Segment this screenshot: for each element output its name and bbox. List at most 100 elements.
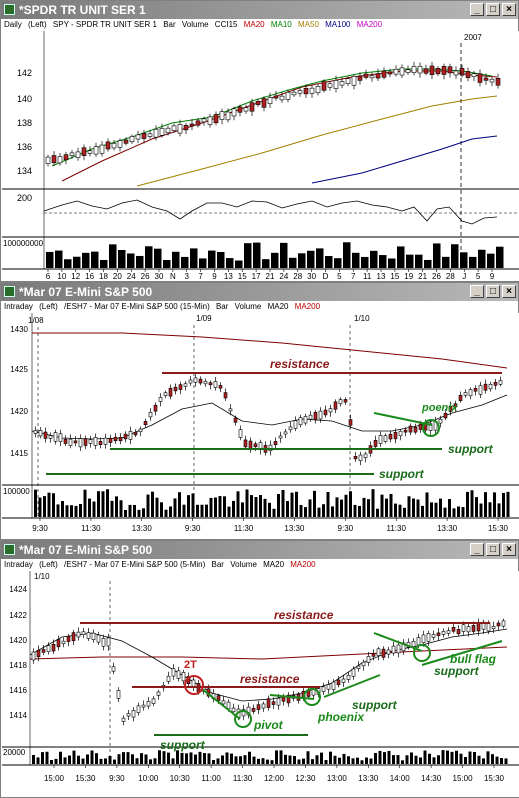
volume-bar <box>149 759 152 764</box>
price-bar <box>371 653 376 657</box>
volume-bar <box>326 492 330 517</box>
volume-bar <box>410 752 413 764</box>
volume-bar <box>475 497 478 517</box>
volume-bar <box>61 501 64 517</box>
volume-bar <box>146 494 150 517</box>
volume-tick: 20000 <box>3 748 26 757</box>
phoenix-label: phoenix <box>317 710 365 724</box>
x-tick-label: 20 <box>113 272 122 281</box>
volume-bar <box>376 508 379 517</box>
price-bar <box>249 102 255 112</box>
price-bar <box>403 429 408 433</box>
volume-bar <box>304 507 307 517</box>
price-bar <box>165 127 171 134</box>
volume-bar <box>221 755 224 764</box>
price-bar <box>243 107 249 112</box>
volume-bar <box>308 499 312 517</box>
price-bar <box>255 100 261 105</box>
volume-bar <box>232 500 235 517</box>
maximize-button[interactable]: □ <box>486 285 500 298</box>
x-tick-label: 28 <box>446 272 455 281</box>
price-bar <box>133 431 138 436</box>
price-bar <box>323 409 328 416</box>
volume-bar <box>97 491 100 517</box>
price-bar <box>193 377 198 383</box>
volume-bar <box>452 508 456 517</box>
price-bar <box>331 681 336 690</box>
price-bar <box>195 120 201 126</box>
x-axis: 6 10 12 16 18 20 24 26 30 N 3 7 9 13 15 17 21 24 28 30 D 5 7 11… <box>46 269 495 281</box>
volume-bar <box>153 758 157 764</box>
phoenix-circle <box>303 688 321 706</box>
volume-bar <box>320 752 323 764</box>
es15-chart-canvas[interactable]: 1/08 1/09 1/10 1430 1425 1420 1415 10000… <box>1 313 519 539</box>
minimize-button[interactable]: _ <box>470 543 484 556</box>
close-button[interactable]: × <box>502 285 516 298</box>
price-bar <box>123 139 129 144</box>
volume-bar <box>437 755 440 764</box>
volume-bar <box>236 491 240 517</box>
date-label: 1/09 <box>196 314 212 323</box>
price-bar <box>129 136 135 143</box>
price-bar <box>383 435 388 442</box>
chart-info-bar: Daily (Left) SPY - SPDR TR UNIT SER 1 Ba… <box>1 19 518 31</box>
price-bar <box>363 73 369 78</box>
price-bar <box>158 397 163 402</box>
price-bar <box>375 73 381 79</box>
volume-bar <box>380 494 384 517</box>
support-label: support <box>352 698 398 712</box>
volume-bar <box>185 753 188 764</box>
minimize-button[interactable]: _ <box>470 3 484 16</box>
y-tick: 1418 <box>9 661 27 670</box>
title-bar[interactable]: *SPDR TR UNIT SER 1 _ □ × <box>1 1 518 19</box>
x-tick-label: 3 <box>185 272 190 281</box>
x-tick-label: 9:30 <box>109 774 125 783</box>
volume-bar <box>349 491 352 517</box>
price-bar <box>173 386 178 392</box>
spy-chart-canvas[interactable]: 142 140 138 136 134 200 100000000 2007 6… <box>1 31 519 281</box>
x-tick-label: 9:30 <box>185 524 201 533</box>
two-top-circle <box>184 675 204 695</box>
price-bar <box>86 632 91 639</box>
price-bar <box>459 67 465 76</box>
price-bar <box>271 701 276 705</box>
title-bar[interactable]: *Mar 07 E-Mini S&P 500 _ □ × <box>1 541 518 559</box>
close-button[interactable]: × <box>502 3 516 16</box>
price-bar <box>58 433 63 442</box>
maximize-button[interactable]: □ <box>486 3 500 16</box>
info-item: Volume <box>234 302 262 311</box>
volume-bar <box>387 750 391 764</box>
price-bar <box>408 425 413 433</box>
price-bar <box>117 140 123 148</box>
title-bar[interactable]: *Mar 07 E-Mini S&P 500 _ □ × <box>1 283 518 301</box>
price-bar <box>135 134 141 140</box>
price-bars <box>31 618 506 726</box>
minimize-button[interactable]: _ <box>470 285 484 298</box>
volume-bar <box>459 753 463 764</box>
volume-tick: 100000000 <box>3 239 44 248</box>
volume-bar <box>239 756 242 764</box>
info-item: (Left) <box>39 560 58 569</box>
price-bar <box>267 97 273 105</box>
x-tick-label: 15:00 <box>44 774 65 783</box>
volume-bar <box>110 500 114 517</box>
volume-bar <box>405 755 409 764</box>
es5-chart-canvas[interactable]: 1/10 1424 1422 1420 1418 1416 1414 20000… <box>1 571 519 797</box>
price-bar <box>203 381 208 385</box>
x-tick-label: 13 <box>377 272 386 281</box>
volume-bar <box>208 250 216 268</box>
price-bar <box>461 624 466 632</box>
price-bar <box>489 78 495 83</box>
info-item: Bar <box>163 20 176 29</box>
info-item: MA20 <box>263 560 285 569</box>
volume-bar <box>194 754 197 764</box>
info-item: Volume <box>230 560 257 569</box>
price-bar <box>123 433 128 440</box>
close-button[interactable]: × <box>502 543 516 556</box>
price-bar <box>273 95 279 99</box>
volume-bar <box>272 508 276 517</box>
volume-bar <box>73 256 81 268</box>
volume-bar <box>160 502 163 517</box>
maximize-button[interactable]: □ <box>486 543 500 556</box>
volume-bar <box>473 751 476 764</box>
